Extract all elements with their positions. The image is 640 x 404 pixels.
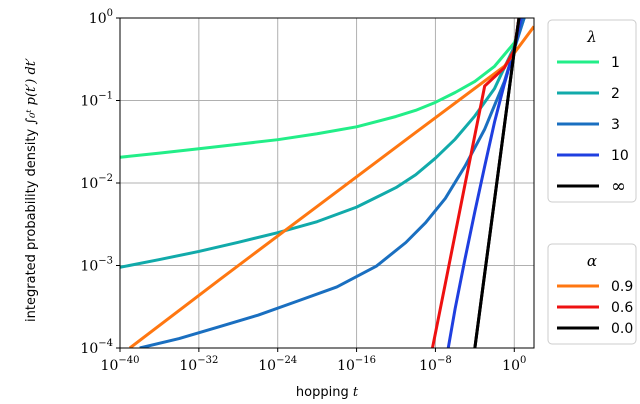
legend-lambda-label: ∞ (611, 176, 626, 197)
grid (119, 17, 534, 349)
legend-lambda-label: 2 (611, 86, 620, 102)
legend-alpha-title: α (587, 252, 597, 270)
legend-lambda-label: 1 (611, 55, 620, 71)
y-tick-label: 10−1 (80, 91, 113, 110)
series-line-lambda-2 (139, 18, 526, 348)
y-axis-label: integrated probability density ∫₀ᵗ p(t′)… (24, 58, 39, 322)
legend-lambda-frame (547, 19, 637, 203)
x-tick-label: 10−32 (179, 355, 218, 374)
y-tick-label: 10−3 (80, 256, 113, 275)
x-tick-label: 10−8 (419, 355, 452, 374)
legend-lambda-label: 3 (611, 117, 620, 133)
legend-alpha-label: 0.0 (611, 321, 633, 337)
series-line-lambda-1 (120, 18, 526, 269)
legend-lambda-title: λ (586, 28, 597, 46)
series-line-alpha-5 (128, 25, 534, 348)
series-line-alpha-7 (473, 18, 521, 348)
x-tick-label: 10−24 (258, 355, 297, 374)
x-axis-label: hopping t (296, 385, 359, 400)
legend-alpha: α 0.9 0.6 0.0 (547, 243, 637, 345)
series-lines (120, 18, 534, 348)
legend-lambda-label: 10 (611, 148, 629, 164)
axis-ticks: 10−40 10−32 10−24 10−16 10−8 100 10−4 10−3 10−2 1… (80, 8, 526, 374)
series-line-lambda-3 (446, 18, 523, 348)
y-tick-label: 10−4 (80, 338, 113, 357)
x-tick-label: 10−40 (101, 355, 140, 374)
legend-lambda: λ 1 2 3 10 ∞ (547, 19, 637, 203)
x-tick-label: 100 (502, 355, 526, 374)
legend-alpha-label: 0.6 (611, 300, 633, 316)
legend-alpha-frame (547, 243, 637, 345)
y-tick-label: 10−2 (80, 173, 113, 192)
series-line-lambda-0 (120, 18, 526, 159)
y-tick-label: 100 (89, 8, 113, 27)
legend-alpha-label: 0.9 (611, 279, 633, 295)
x-tick-label: 10−16 (337, 355, 376, 374)
